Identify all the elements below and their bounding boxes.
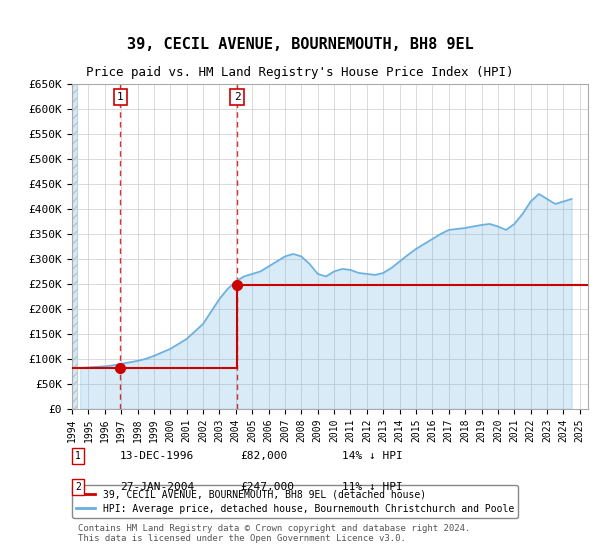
Text: 2: 2 (75, 482, 81, 492)
Text: £247,000: £247,000 (240, 482, 294, 492)
Text: 1: 1 (117, 92, 124, 102)
Legend: 39, CECIL AVENUE, BOURNEMOUTH, BH8 9EL (detached house), HPI: Average price, det: 39, CECIL AVENUE, BOURNEMOUTH, BH8 9EL (… (72, 485, 518, 518)
Text: 2: 2 (234, 92, 241, 102)
Text: 39, CECIL AVENUE, BOURNEMOUTH, BH8 9EL: 39, CECIL AVENUE, BOURNEMOUTH, BH8 9EL (127, 38, 473, 52)
Text: 14% ↓ HPI: 14% ↓ HPI (342, 451, 403, 461)
Text: Contains HM Land Registry data © Crown copyright and database right 2024.
This d: Contains HM Land Registry data © Crown c… (78, 524, 470, 543)
Text: 27-JAN-2004: 27-JAN-2004 (120, 482, 194, 492)
Text: Price paid vs. HM Land Registry's House Price Index (HPI): Price paid vs. HM Land Registry's House … (86, 66, 514, 80)
Text: £82,000: £82,000 (240, 451, 287, 461)
Text: 13-DEC-1996: 13-DEC-1996 (120, 451, 194, 461)
Text: 11% ↓ HPI: 11% ↓ HPI (342, 482, 403, 492)
Bar (72, 84, 77, 409)
Text: 1: 1 (75, 451, 81, 461)
